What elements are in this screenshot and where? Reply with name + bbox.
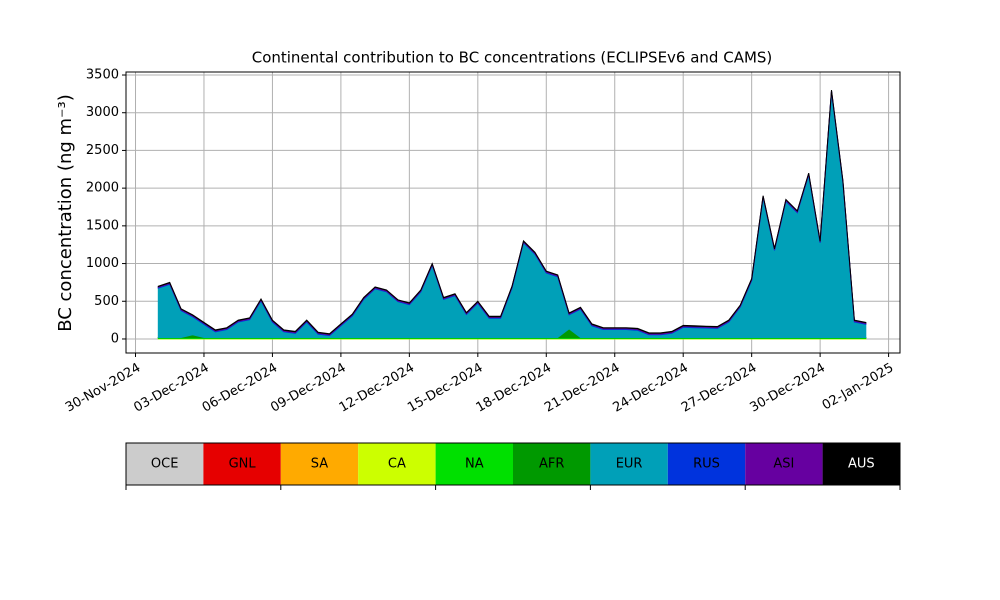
legend-frame: [125, 442, 901, 486]
area: [157, 90, 867, 335]
legend-swatch: [667, 443, 746, 485]
legend-swatch: [126, 443, 204, 485]
y-tick-label: 0: [111, 331, 119, 346]
y-axis-label: BC concentration (ng m⁻³): [55, 94, 76, 332]
legend-label: EUR: [616, 457, 643, 472]
y-tick-label: 3500: [86, 68, 119, 83]
y-tick-label: 3000: [86, 105, 119, 120]
legend-swatch: [358, 443, 436, 485]
y-tick-label: 1500: [86, 218, 119, 233]
legend-label: NA: [465, 457, 484, 472]
legend-label: GNL: [229, 457, 257, 472]
legend-label: OCE: [151, 457, 179, 472]
legend-swatch: [435, 443, 513, 485]
legend-label: AFR: [539, 457, 564, 472]
legend-label: CA: [388, 457, 406, 472]
y-tick-label: 500: [94, 294, 119, 309]
y-tick-label: 2000: [86, 181, 119, 196]
legend-swatch: [280, 443, 359, 485]
legend-swatch: [745, 443, 823, 485]
legend-swatch: [590, 443, 668, 485]
legend-swatch: [513, 443, 591, 485]
legend-swatch: [822, 443, 900, 485]
legend-label: SA: [311, 457, 328, 472]
chart-title: Continental contribution to BC concentra…: [252, 49, 773, 67]
y-tick-label: 2500: [86, 143, 119, 158]
legend-swatch: [203, 443, 281, 485]
legend-label: RUS: [693, 457, 720, 472]
plot-frame: [125, 71, 901, 354]
legend-label: AUS: [848, 457, 875, 472]
legend-label: ASI: [773, 457, 794, 472]
y-tick-label: 1000: [86, 256, 119, 271]
